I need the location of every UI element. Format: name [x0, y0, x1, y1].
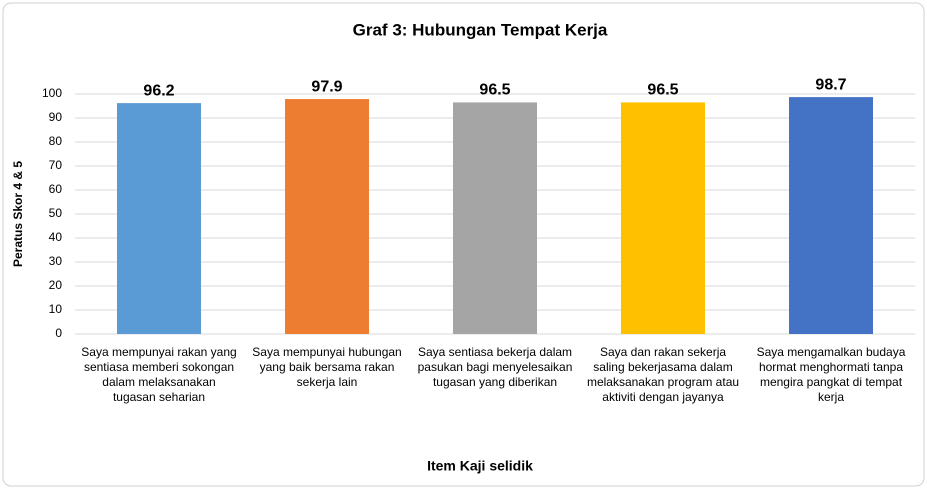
bar: [117, 103, 201, 335]
value-label: 96.5: [647, 82, 678, 99]
y-tick-label: 30: [49, 254, 63, 268]
value-label: 96.2: [143, 82, 174, 99]
bar: [789, 97, 873, 335]
value-label: 96.5: [479, 82, 510, 99]
x-tick-label: Saya mempunyai hubungan yang baik bersam…: [252, 345, 402, 389]
y-tick-label: 90: [49, 110, 63, 124]
bar: [621, 102, 705, 335]
y-tick-label: 20: [49, 278, 63, 292]
y-tick-label: 80: [49, 134, 63, 148]
y-tick-label: 70: [49, 158, 63, 172]
x-tick-label: Saya sentiasa bekerja dalam pasukan bagi…: [417, 345, 573, 389]
chart-title: Graf 3: Hubungan Tempat Kerja: [353, 20, 608, 39]
y-tick-label: 40: [49, 230, 63, 244]
bar: [453, 102, 537, 335]
x-tick-label: Saya mempunyai rakan yang sentiasa membe…: [81, 345, 237, 404]
y-axis-label: Peratus Skor 4 & 5: [11, 161, 25, 267]
y-tick-label: 100: [42, 86, 62, 100]
x-tick-label: Saya dan rakan sekerja saling bekerjasam…: [586, 345, 740, 404]
y-tick-label: 10: [49, 302, 63, 316]
x-tick-label: Saya mengamalkan budaya hormat menghorma…: [756, 345, 906, 404]
bar: [285, 99, 369, 334]
y-tick-label: 0: [55, 326, 62, 340]
x-axis-label: Item Kaji selidik: [427, 458, 533, 474]
value-label: 98.7: [815, 76, 846, 93]
value-label: 97.9: [311, 78, 342, 95]
y-tick-label: 50: [49, 206, 63, 220]
y-tick-label: 60: [49, 182, 63, 196]
